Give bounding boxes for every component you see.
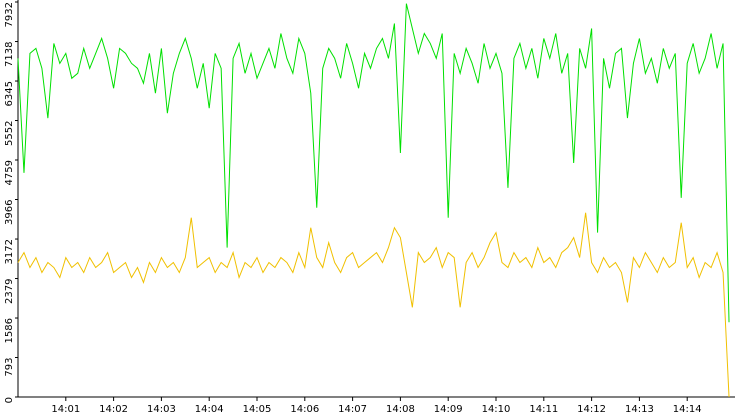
x-tick-label: 14:02 — [99, 404, 128, 415]
x-tick-label: 14:03 — [147, 404, 176, 415]
x-tick-label: 14:14 — [673, 404, 702, 415]
x-tick-label: 14:12 — [577, 404, 606, 415]
x-tick-label: 14:11 — [529, 404, 558, 415]
y-tick-label: 0 — [4, 397, 15, 403]
x-tick-label: 14:08 — [386, 404, 415, 415]
x-tick-label: 14:13 — [625, 404, 654, 415]
y-tick-label: 3966 — [4, 200, 15, 225]
x-tick-label: 14:06 — [290, 404, 319, 415]
y-tick-label: 4759 — [4, 160, 15, 185]
y-tick-label: 793 — [4, 358, 15, 377]
y-tick-label: 7138 — [4, 42, 15, 67]
y-tick-label: 1586 — [4, 318, 15, 343]
x-tick-label: 14:07 — [338, 404, 367, 415]
series-line — [17, 212, 730, 398]
x-tick-label: 14:04 — [195, 404, 224, 415]
x-tick-label: 14:09 — [434, 404, 463, 415]
y-tick-label: 3172 — [4, 239, 15, 264]
y-tick-label: 2379 — [4, 279, 15, 304]
y-tick-label: 5552 — [4, 121, 15, 146]
x-tick-label: 14:10 — [482, 404, 511, 415]
x-tick-label: 14:01 — [51, 404, 80, 415]
series-line — [17, 3, 730, 323]
x-tick-label: 14:05 — [243, 404, 272, 415]
y-tick-label: 6345 — [4, 81, 15, 106]
y-tick-label: 7932 — [4, 2, 15, 27]
